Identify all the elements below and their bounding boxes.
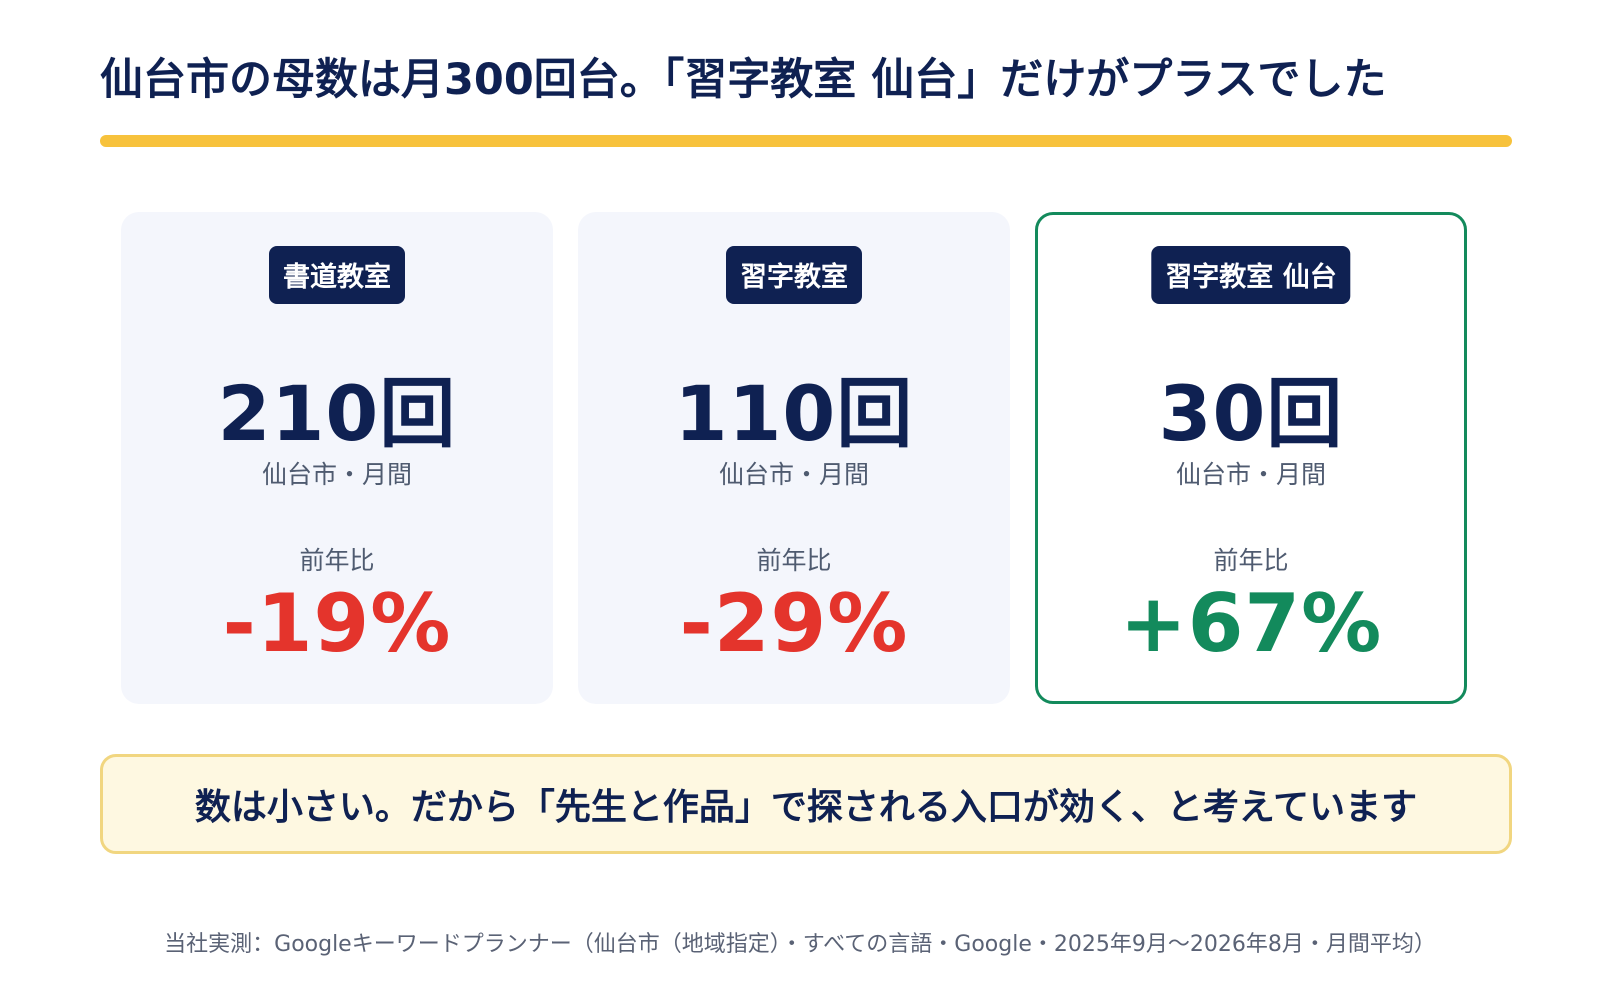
yoy-label: 前年比 (1213, 546, 1289, 575)
yoy-label: 前年比 (756, 546, 832, 575)
yoy-label: 前年比 (299, 546, 375, 575)
conclusion-callout: 数は小さい。だから「先生と作品」で探される入口が効く、と考えています (100, 754, 1512, 854)
yoy-change: -29% (679, 577, 909, 670)
keyword-badge: 習字教室 仙台 (1151, 246, 1351, 304)
callout-text: 数は小さい。だから「先生と作品」で探される入口が効く、と考えています (194, 787, 1418, 828)
volume-scope: 仙台市・月間 (1175, 460, 1326, 489)
yoy-change: +67% (1119, 577, 1383, 670)
page-headline: 仙台市の母数は月300回台。「習字教室 仙台」だけがプラスでした (100, 55, 1387, 105)
keyword-card-shuji-sendai: 習字教室 仙台 30回 仙台市・月間 前年比 +67% (1035, 212, 1467, 704)
volume-scope: 仙台市・月間 (261, 460, 412, 489)
volume-scope: 仙台市・月間 (718, 460, 869, 489)
keyword-badge: 書道教室 (269, 246, 405, 304)
keyword-card-shuji: 習字教室 110回 仙台市・月間 前年比 -29% (578, 212, 1010, 704)
search-volume: 110回 (674, 369, 914, 458)
search-volume: 30回 (1158, 369, 1344, 458)
yoy-change: -19% (222, 577, 452, 670)
keyword-card-shodo: 書道教室 210回 仙台市・月間 前年比 -19% (121, 212, 553, 704)
keyword-badge: 習字教室 (726, 246, 862, 304)
search-volume: 210回 (217, 369, 457, 458)
source-note: 当社実測：Googleキーワードプランナー（仙台市（地域指定）・すべての言語・G… (164, 932, 1436, 957)
accent-divider (100, 135, 1512, 147)
